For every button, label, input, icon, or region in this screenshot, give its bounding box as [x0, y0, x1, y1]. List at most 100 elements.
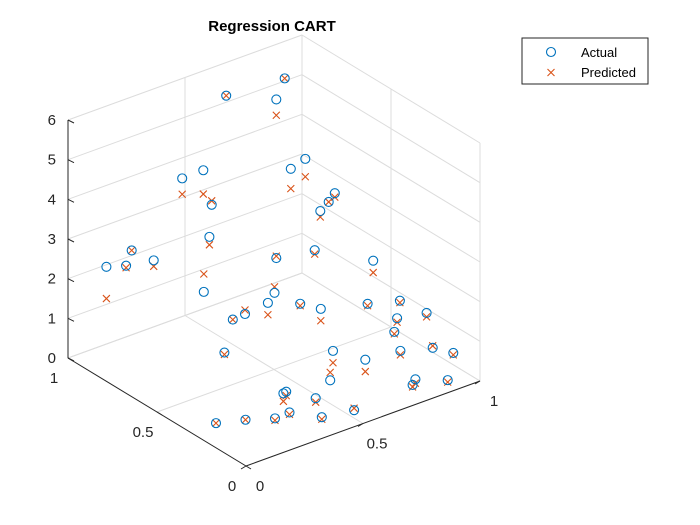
actual-point: [198, 165, 209, 176]
actual-point: [148, 255, 159, 266]
legend-marker-actual: [545, 46, 557, 58]
y-tick-mark: [156, 411, 163, 416]
actual-point: [394, 295, 405, 306]
actual-point: [410, 374, 421, 385]
actual-point: [421, 307, 432, 318]
z-tick-label: 6: [48, 112, 56, 129]
predicted-point: [279, 397, 288, 406]
predicted-point: [324, 198, 333, 206]
predicted-point: [280, 74, 289, 83]
actual-point: [219, 347, 230, 358]
predicted-point: [369, 268, 378, 277]
predicted-point: [264, 310, 272, 319]
actual-point: [262, 297, 273, 308]
z-tick-label: 1: [48, 310, 56, 327]
actual-point: [448, 347, 459, 358]
actual-point: [210, 418, 222, 429]
actual-point: [240, 414, 251, 425]
actual-point: [204, 231, 215, 242]
legend-item-actual: Actual: [545, 45, 617, 60]
x-tick-mark: [474, 380, 481, 385]
actual-point: [368, 255, 379, 266]
x-tick-mark: [357, 423, 364, 427]
actual-point: [269, 413, 281, 424]
actual-point: [281, 386, 292, 397]
actual-point: [323, 196, 334, 207]
actual-point: [309, 245, 320, 256]
x-tick-label: 0: [256, 478, 264, 495]
actual-point: [295, 298, 306, 309]
actual-point: [285, 163, 296, 174]
predicted-point: [361, 367, 370, 376]
axis-layer: [67, 119, 481, 470]
actual-point: [389, 326, 400, 337]
legend-label-predicted: Predicted: [581, 65, 636, 80]
actual-point: [239, 308, 251, 320]
predicted-point: [272, 111, 281, 120]
y-tick-label: 0: [228, 478, 236, 495]
actual-point: [221, 90, 232, 101]
z-tick-label: 3: [48, 231, 56, 248]
predicted-point: [241, 415, 250, 424]
z-tick-label: 0: [48, 350, 56, 367]
legend-marker-predicted: [547, 68, 555, 77]
actual-point: [279, 73, 290, 84]
actual-point: [362, 298, 373, 309]
actual-point: [198, 286, 209, 297]
predicted-point: [228, 315, 237, 324]
legend-label-actual: Actual: [581, 45, 617, 60]
predicted-point: [329, 358, 337, 367]
predicted-point: [301, 172, 310, 181]
actual-point: [284, 407, 295, 418]
actual-point: [315, 206, 326, 217]
actual-point: [395, 345, 406, 356]
x-tick-mark: [240, 465, 247, 470]
actual-point: [269, 287, 280, 298]
z-tick-mark: [67, 198, 75, 203]
actual-point: [315, 303, 326, 314]
predicted-point: [178, 190, 187, 199]
y-tick-mark: [245, 465, 252, 470]
z-tick-mark: [67, 159, 75, 164]
actual-point: [329, 188, 340, 199]
predicted-point: [205, 240, 214, 249]
predicted-point: [222, 91, 231, 100]
actual-point: [177, 173, 188, 184]
grid-layer: [67, 34, 481, 467]
x-tick-label: 0.5: [367, 436, 388, 453]
legend: Actual Predicted: [521, 37, 649, 85]
z-tick-mark: [67, 238, 75, 243]
z-tick-label: 5: [48, 152, 56, 169]
actual-point: [325, 375, 336, 386]
actual-point: [101, 261, 112, 272]
z-tick-mark: [67, 119, 75, 124]
z-tick-label: 4: [48, 191, 56, 208]
z-tick-mark: [67, 357, 75, 362]
actual-point: [271, 94, 282, 105]
actual-point: [360, 354, 371, 365]
actual-point: [407, 379, 418, 391]
actual-point: [126, 245, 137, 256]
legend-item-predicted: Predicted: [547, 65, 636, 80]
actual-point: [121, 260, 132, 271]
predicted-point: [212, 419, 220, 428]
actual-point: [310, 393, 321, 404]
actual-point: [316, 412, 327, 423]
actual-point: [206, 199, 217, 210]
x-tick-label: 1: [490, 393, 498, 410]
actual-point: [442, 375, 453, 386]
actual-point: [227, 314, 238, 325]
predicted-point: [316, 316, 325, 325]
predicted-point: [127, 246, 136, 255]
tick-label-layer: 0 0.5 1 0 0.5 1 0 1 2 3 4 5 6: [48, 112, 499, 495]
predicted-point: [199, 270, 208, 278]
z-tick-label: 2: [48, 271, 56, 288]
actual-point: [392, 313, 403, 324]
series-layer: [101, 73, 459, 429]
predicted-point: [286, 184, 295, 193]
actual-point: [278, 388, 289, 399]
actual-point: [427, 342, 438, 353]
predicted-point: [326, 368, 335, 377]
floor-grid-line-y: [156, 326, 392, 413]
